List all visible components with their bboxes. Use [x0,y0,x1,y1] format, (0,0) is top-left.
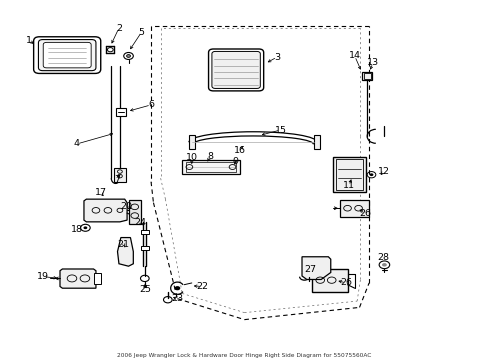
Text: 6: 6 [148,100,154,109]
Text: 4: 4 [74,139,80,148]
Polygon shape [117,238,133,266]
Circle shape [381,263,386,266]
Bar [141,246,148,250]
Bar [363,73,370,79]
Text: 2006 Jeep Wrangler Lock & Hardware Door Hinge Right Side Diagram for 55075560AC: 2006 Jeep Wrangler Lock & Hardware Door … [117,353,371,358]
FancyBboxPatch shape [211,51,260,89]
Text: 26: 26 [339,279,351,287]
Text: 7: 7 [114,175,120,184]
Text: 13: 13 [366,58,378,67]
Text: 20: 20 [120,202,132,211]
Text: 24: 24 [134,219,146,228]
Bar [114,168,125,182]
Bar [182,161,239,174]
FancyBboxPatch shape [208,49,263,91]
Polygon shape [60,269,96,288]
Text: 5: 5 [138,28,144,37]
Text: 26: 26 [359,209,370,218]
Text: 2: 2 [116,23,122,32]
Circle shape [369,173,373,176]
Text: 14: 14 [348,51,360,60]
FancyBboxPatch shape [43,42,91,68]
Text: 19: 19 [37,272,49,281]
Circle shape [83,226,87,229]
Bar [116,108,125,116]
Circle shape [174,286,180,290]
Text: 9: 9 [231,157,238,166]
Polygon shape [128,200,141,224]
FancyBboxPatch shape [34,37,101,73]
Text: 3: 3 [273,53,280,62]
Text: 27: 27 [304,265,316,274]
Text: 21: 21 [118,240,129,249]
Text: 1: 1 [26,36,32,45]
Text: 17: 17 [95,188,106,197]
Text: 16: 16 [233,147,245,156]
Text: 22: 22 [196,282,208,291]
Text: 28: 28 [377,253,388,262]
Text: 10: 10 [185,153,197,162]
Circle shape [126,55,130,57]
Text: 11: 11 [342,181,354,190]
Text: 23: 23 [171,294,183,303]
Bar [340,200,368,217]
Bar [93,273,101,284]
Bar [335,159,362,190]
Text: 12: 12 [377,167,388,176]
Bar [185,162,235,172]
Bar [332,157,365,192]
Text: 18: 18 [71,225,82,234]
Bar [313,135,319,149]
FancyBboxPatch shape [39,40,96,71]
Text: 15: 15 [274,126,286,135]
Bar [189,135,195,149]
Polygon shape [84,199,127,222]
Text: 8: 8 [206,152,213,161]
Polygon shape [302,257,330,279]
Text: 25: 25 [139,285,150,294]
Bar [141,230,148,234]
Bar [361,72,372,80]
Bar [311,269,347,292]
